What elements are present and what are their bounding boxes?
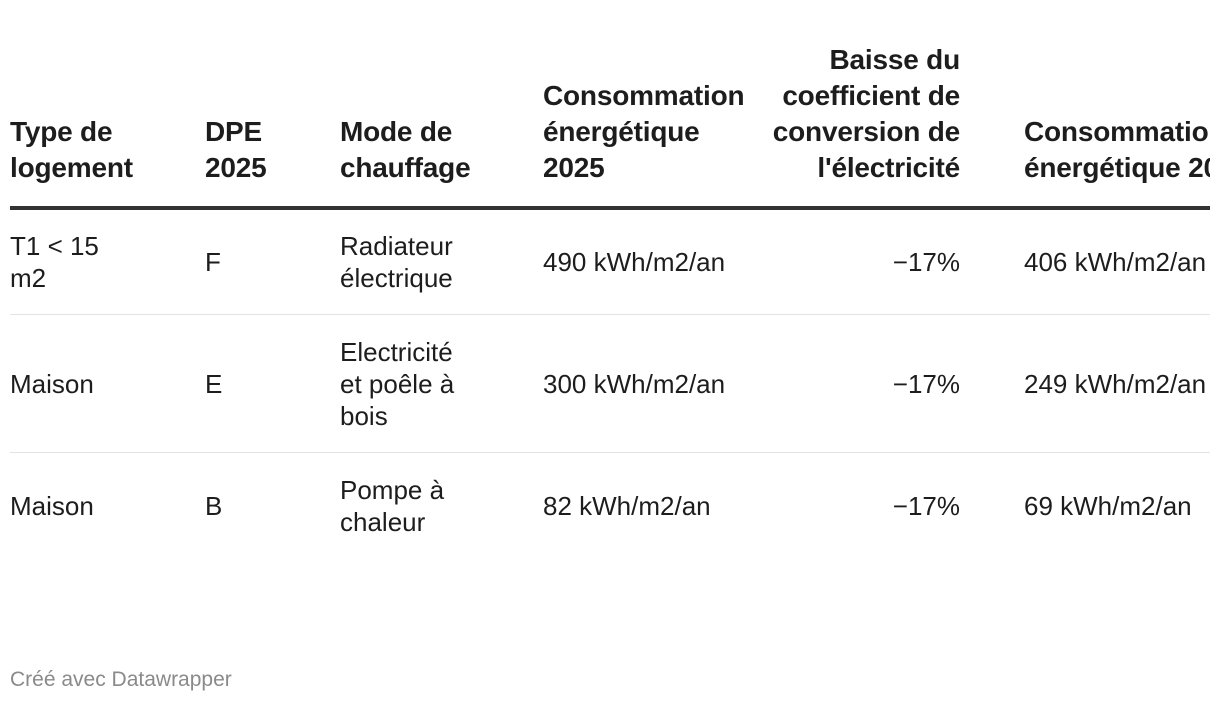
- cell-baisse: −17%: [768, 314, 970, 453]
- cell-consommation-2026: 406 kWh/m2/an: [970, 208, 1210, 315]
- cell-text: Maison: [10, 491, 94, 521]
- cell-mode-chauffage: Pompe à chaleur: [340, 453, 543, 560]
- cell-type-logement: T1 < 15 m2: [10, 208, 205, 315]
- data-table: Type de logement DPE 2025 Mode de chauff…: [10, 0, 1210, 559]
- header-baisse-coefficient: Baisse du coefficient de conversion de l…: [768, 0, 970, 210]
- cell-text: Electricité et poêle à bois: [340, 336, 455, 431]
- header-consommation-2026: Consommation énergétique 2026: [970, 0, 1210, 210]
- cell-baisse: −17%: [768, 208, 970, 315]
- cell-mode-chauffage: Electricité et poêle à bois: [340, 314, 543, 453]
- header-consommation-2025: Consommation énergétique 2025: [543, 0, 768, 210]
- table-row: T1 < 15 m2 F Radiateur électrique 490 kW…: [10, 208, 1210, 315]
- header-mode-chauffage: Mode de chauffage: [340, 0, 543, 210]
- cell-dpe: E: [205, 314, 340, 453]
- cell-consommation-2025: 300 kWh/m2/an: [543, 314, 768, 453]
- cell-consommation-2025: 82 kWh/m2/an: [543, 491, 711, 521]
- cell-baisse: −17%: [892, 491, 960, 521]
- cell-text: Radiateur électrique: [340, 231, 453, 293]
- cell-dpe: B: [205, 491, 223, 521]
- header-type-logement: Type de logement: [10, 0, 205, 210]
- header-row: Type de logement DPE 2025 Mode de chauff…: [10, 0, 1210, 210]
- cell-text: Pompe à chaleur: [340, 475, 445, 537]
- datawrapper-credit[interactable]: Créé avec Datawrapper: [10, 668, 232, 691]
- header-dpe-2025: DPE 2025: [205, 0, 340, 210]
- cell-consommation-2026: 69 kWh/m2/an: [1024, 491, 1192, 521]
- cell-consommation-2025: 490 kWh/m2/an: [543, 208, 768, 315]
- cell-type-logement: Maison: [10, 314, 205, 453]
- cell-type-logement: Maison: [10, 453, 205, 560]
- cell-consommation-2026: 249 kWh/m2/an: [970, 314, 1210, 453]
- table-row: Maison B Pompe à chaleur 82 kWh/m2/an −1…: [10, 453, 1210, 560]
- table-container: Type de logement DPE 2025 Mode de chauff…: [10, 0, 1210, 640]
- cell-text: T1 < 15 m2: [10, 231, 99, 293]
- cell-text: Maison: [10, 368, 94, 399]
- cell-mode-chauffage: Radiateur électrique: [340, 208, 543, 315]
- table-row: Maison E Electricité et poêle à bois 300…: [10, 314, 1210, 453]
- cell-dpe: F: [205, 208, 340, 315]
